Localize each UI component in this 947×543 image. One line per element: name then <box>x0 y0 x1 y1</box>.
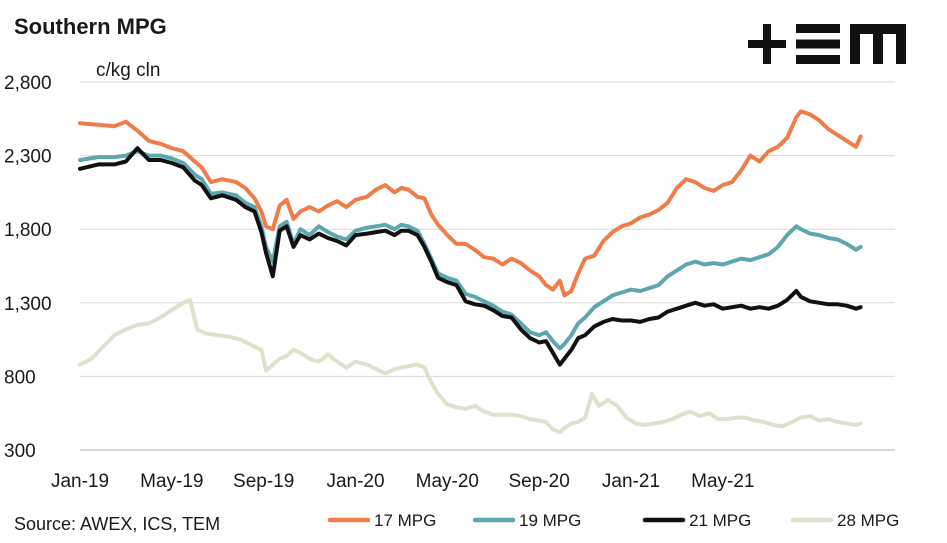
legend-label: 28 MPG <box>837 511 899 530</box>
x-tick-label: May-21 <box>691 471 754 492</box>
x-tick-label: May-19 <box>140 471 203 492</box>
x-tick-label: Sep-19 <box>233 471 294 492</box>
gridlines <box>80 81 895 377</box>
x-tick-label: Jan-20 <box>326 471 384 492</box>
chart-legend: 17 MPG 19 MPG 21 MPG 28 MPG <box>327 511 899 530</box>
source-note: Source: AWEX, ICS, TEM <box>14 514 221 534</box>
x-tick-label: May-20 <box>416 471 479 492</box>
series-line-21-mpg <box>78 146 863 367</box>
y-axis-unit-label: c/kg cln <box>96 60 161 81</box>
series-line-17-mpg <box>78 109 863 298</box>
legend-label: 17 MPG <box>374 511 436 530</box>
y-tick-label: 1,800 <box>4 220 52 241</box>
chart-series <box>78 109 863 435</box>
tem-logo <box>748 24 906 64</box>
y-tick-label: 1,300 <box>4 294 52 315</box>
x-axis: Jan-19 May-19 Sep-19 Jan-20 May-20 Sep-20 Jan-… <box>51 449 895 492</box>
y-axis-ticks: 300 800 1,300 1,800 2,300 2,800 <box>4 73 52 462</box>
chart-title: Southern MPG <box>14 14 167 39</box>
x-tick-label: Sep-20 <box>509 471 570 492</box>
series-line-19-mpg <box>78 149 863 351</box>
x-tick-label: Jan-21 <box>602 471 660 492</box>
x-tick-label: Jan-19 <box>51 471 109 492</box>
legend-label: 21 MPG <box>689 511 751 530</box>
series-line-28-mpg <box>78 297 863 435</box>
y-tick-label: 2,800 <box>4 73 52 94</box>
legend-label: 19 MPG <box>519 511 581 530</box>
y-tick-label: 300 <box>4 441 36 462</box>
y-tick-label: 800 <box>4 367 36 388</box>
y-tick-label: 2,300 <box>4 147 52 168</box>
